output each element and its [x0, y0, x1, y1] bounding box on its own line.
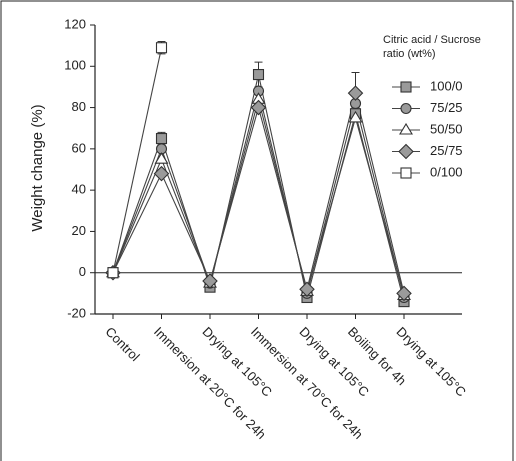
y-tick-label: -20	[67, 305, 86, 320]
series-line	[112, 97, 405, 296]
y-tick-label: 60	[72, 140, 86, 155]
legend-label: 0/100	[430, 164, 463, 179]
legend-title: Citric acid / Sucrose	[383, 34, 481, 46]
point	[202, 273, 218, 289]
point	[299, 281, 315, 298]
legend-title: ratio (wt%)	[383, 48, 436, 60]
legend-marker	[400, 102, 412, 115]
y-tick-label: 20	[72, 223, 86, 238]
point	[153, 165, 170, 182]
point	[155, 132, 168, 145]
legend-label: 100/0	[430, 78, 463, 93]
y-tick-label: 0	[79, 264, 86, 279]
legend-marker	[400, 81, 412, 93]
point	[107, 267, 119, 279]
x-tick-label: Control	[102, 324, 142, 364]
y-tick-label: 100	[64, 58, 86, 73]
point	[396, 285, 412, 302]
legend-label: 75/25	[430, 100, 463, 115]
point	[252, 68, 265, 81]
legend-label: 50/50	[430, 121, 463, 136]
series-line	[112, 47, 163, 273]
y-axis-label: Weight change (%)	[29, 104, 46, 231]
point	[347, 85, 364, 101]
y-tick-label: 40	[72, 182, 86, 197]
y-tick-label: 120	[64, 16, 86, 31]
point	[154, 152, 169, 164]
legend-label: 25/75	[430, 143, 463, 158]
legend-marker	[398, 143, 414, 160]
point	[155, 42, 168, 54]
point	[250, 99, 267, 116]
x-tick-label: Drying at 105°C	[393, 324, 469, 400]
legend-marker	[399, 122, 413, 135]
point	[348, 110, 363, 123]
y-tick-label: 80	[72, 99, 86, 114]
legend-marker	[400, 167, 412, 179]
